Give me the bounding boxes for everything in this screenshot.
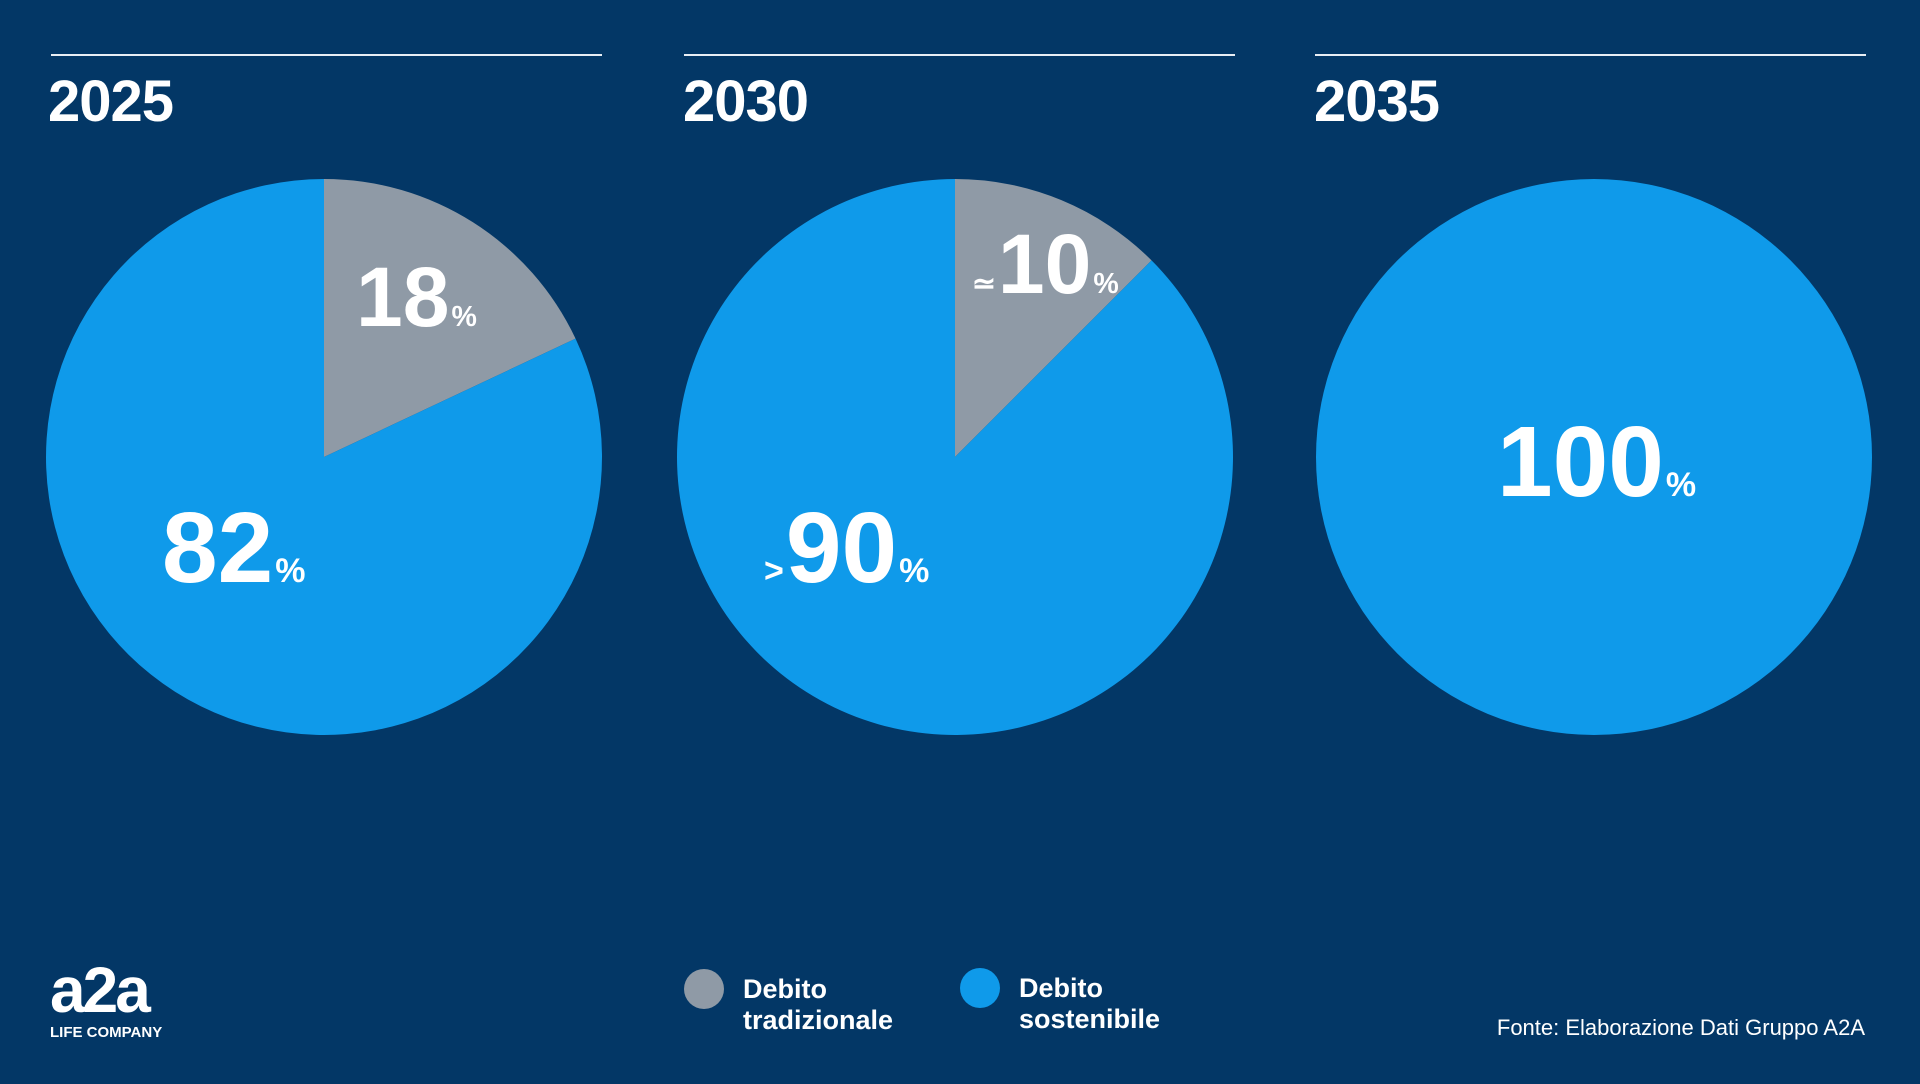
pie-slice-2030-sustainable — [677, 179, 1234, 735]
label-2025-sustainable: 82% — [162, 498, 305, 598]
divider-2030 — [684, 54, 1235, 56]
legend-line: Debito — [1019, 973, 1103, 1003]
percent-sign: % — [275, 552, 306, 590]
a2a-logo: a2a LIFE COMPANY — [50, 958, 162, 1041]
year-title-2030: 2030 — [683, 69, 809, 134]
source-note: Fonte: Elaborazione Dati Gruppo A2A — [1496, 1015, 1865, 1040]
value: 10 — [997, 217, 1092, 311]
legend-traditional-label: Debito tradizionale — [743, 974, 893, 1036]
logo-mark: a2a — [50, 954, 151, 1026]
label-2030-traditional: ≃10% — [972, 222, 1119, 306]
label-2030-sustainable: >90% — [764, 498, 929, 598]
legend-sustainable-label: Debito sostenibile — [1019, 973, 1160, 1035]
logo-tagline: LIFE COMPANY — [50, 1024, 163, 1041]
legend-line: sostenibile — [1019, 1004, 1161, 1034]
divider-2035 — [1315, 54, 1866, 56]
label-2035-sustainable: 100% — [1497, 412, 1696, 512]
percent-sign: % — [1093, 268, 1119, 300]
divider-2025 — [51, 54, 602, 56]
year-title-2035: 2035 — [1314, 69, 1440, 134]
pie-slice-2030-traditional — [955, 179, 1152, 457]
legend-line: Debito — [743, 974, 827, 1004]
legend-traditional-swatch — [684, 969, 724, 1009]
year-title-2025: 2025 — [48, 69, 174, 134]
pie-slice-2025-traditional — [324, 179, 576, 457]
legend-sustainable-swatch — [960, 968, 1000, 1008]
label-2025-traditional: 18% — [356, 255, 477, 339]
value: 100 — [1497, 406, 1664, 518]
percent-sign: % — [899, 552, 930, 590]
percent-sign: % — [451, 301, 477, 333]
value: 18 — [356, 250, 450, 344]
percent-sign: % — [1665, 466, 1697, 504]
value: 90 — [785, 492, 898, 604]
value: 82 — [162, 492, 274, 604]
pie-slice-2025-sustainable — [46, 179, 602, 735]
pie-slice-2035-sustainable — [1316, 179, 1872, 735]
greater-than-prefix: > — [764, 552, 784, 590]
legend-line: tradizionale — [743, 1005, 894, 1035]
approx-prefix: ≃ — [972, 268, 996, 300]
